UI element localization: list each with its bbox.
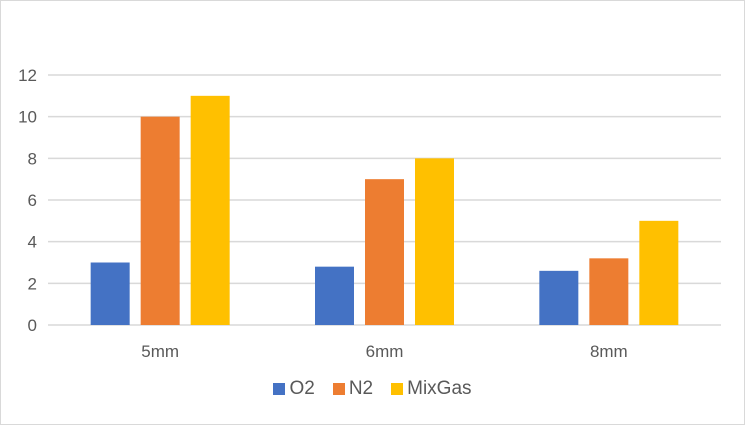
y-tick-label: 0 (28, 316, 37, 335)
y-tick-label: 12 (18, 66, 37, 85)
bar-mixgas-5mm (190, 95, 230, 325)
legend-item-mixgas: MixGas (391, 378, 472, 400)
y-tick-label: 2 (28, 274, 37, 293)
bar-mixgas-6mm (415, 158, 454, 325)
y-tick-label: 6 (28, 191, 37, 210)
y-tick-label: 10 (18, 108, 37, 127)
x-tick-label: 8mm (590, 342, 628, 361)
legend-item-n2: N2 (332, 378, 374, 400)
bar-n2-5mm (140, 116, 180, 326)
legend-label: N2 (348, 378, 374, 399)
y-tick-label: 4 (28, 233, 37, 252)
chart-legend: O2 N2 MixGas (0, 378, 745, 400)
legend-item-o2: O2 (273, 378, 315, 400)
legend-swatch (332, 383, 345, 395)
legend-swatch (273, 383, 286, 395)
bar-n2-6mm (365, 179, 404, 325)
legend-label: O2 (289, 378, 315, 399)
bar-chart: 0 2 4 6 8 10 12 5mm 6mm 8mm (18, 66, 721, 361)
legend-swatch (391, 383, 404, 395)
x-tick-label: 6mm (366, 342, 404, 361)
bar-o2-8mm (539, 270, 579, 325)
x-tick-label: 5mm (141, 342, 179, 361)
y-tick-label: 8 (28, 149, 37, 168)
legend-label: MixGas (407, 378, 472, 399)
bar-mixgas-8mm (639, 220, 679, 325)
bar-n2-8mm (589, 258, 629, 325)
bar-o2-5mm (90, 262, 130, 325)
bar-o2-6mm (315, 266, 354, 325)
